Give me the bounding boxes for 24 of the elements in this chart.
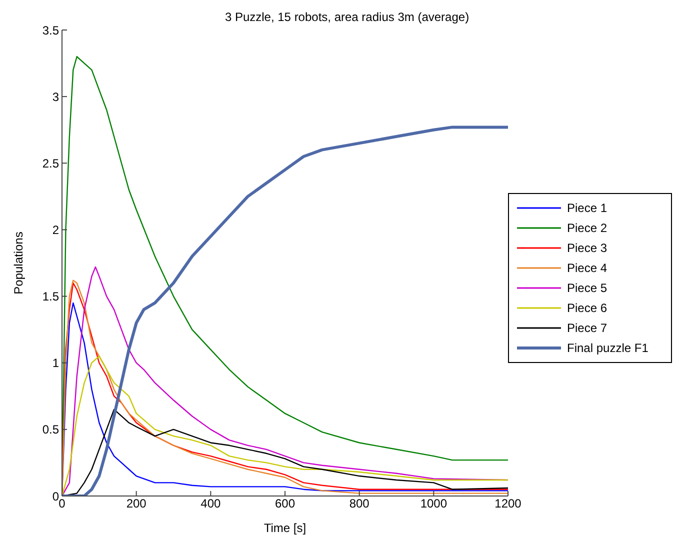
legend-label: Piece 6 xyxy=(567,301,608,315)
x-tick-label: 800 xyxy=(349,496,370,511)
y-tick-label: 1.5 xyxy=(42,290,60,304)
legend-label: Piece 7 xyxy=(567,321,608,335)
x-tick-label: 200 xyxy=(126,496,147,511)
legend-label: Piece 4 xyxy=(567,261,608,275)
y-tick-label: 2 xyxy=(52,222,60,237)
chart-title: 3 Puzzle, 15 robots, area radius 3m (average) xyxy=(224,10,470,24)
x-tick-label: 600 xyxy=(274,496,296,511)
legend-label: Piece 3 xyxy=(567,241,608,255)
legend-label: Piece 1 xyxy=(567,201,608,215)
x-tick-label: 1000 xyxy=(420,496,448,511)
y-tick-label: 3.5 xyxy=(42,23,60,38)
legend-label: Piece 5 xyxy=(567,281,608,295)
y-tick-label: 0.5 xyxy=(42,422,60,437)
y-tick-label: 2.5 xyxy=(42,156,60,170)
x-tick-label: 400 xyxy=(200,496,221,511)
legend-label: Piece 2 xyxy=(567,221,608,235)
y-tick-label: 1 xyxy=(52,356,60,370)
legend-label: Final puzzle F1 xyxy=(567,341,648,355)
x-tick-label: 1200 xyxy=(494,496,522,511)
y-axis-title: Populations xyxy=(11,232,26,294)
y-tick-label: 3 xyxy=(52,90,60,104)
x-axis-title: Time [s] xyxy=(264,521,306,535)
